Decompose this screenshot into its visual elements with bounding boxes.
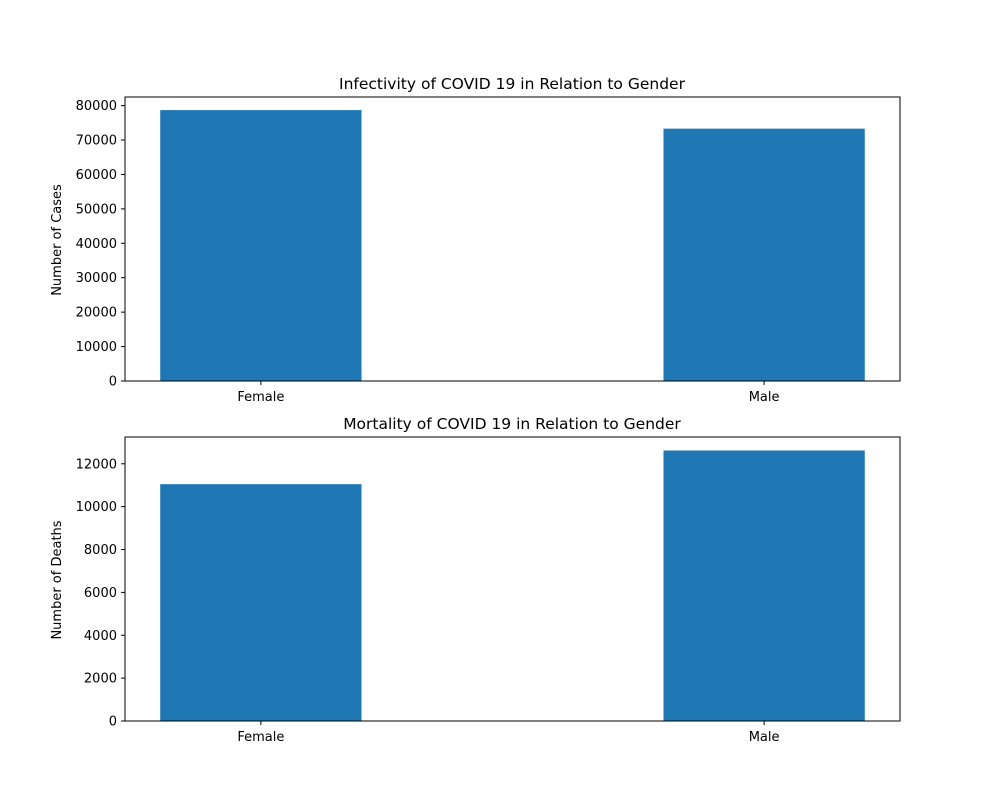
bar-female (160, 484, 362, 721)
bar-male (663, 450, 865, 721)
y-tick-label: 6000 (84, 586, 117, 601)
axes-frame (124, 96, 901, 382)
infectivity-chart: Infectivity of COVID 19 in Relation to G… (50, 75, 901, 405)
y-tick-label: 60000 (76, 168, 117, 183)
y-axis-label: Number of Cases (50, 184, 65, 296)
x-tick-label: Female (237, 730, 284, 745)
y-axis-label: Number of Deaths (50, 520, 65, 639)
chart-title: Infectivity of COVID 19 in Relation to G… (339, 75, 686, 93)
bars-group (160, 450, 865, 721)
y-ticks-group: 0 2000 4000 6000 8000 10000 12000 (76, 457, 125, 730)
y-tick-label: 4000 (84, 629, 117, 644)
x-ticks-group: Female Male (237, 721, 780, 745)
x-tick-label: Female (237, 390, 284, 405)
y-tick-label: 2000 (84, 672, 117, 687)
y-tick-label: 20000 (76, 306, 117, 321)
bars-group (160, 110, 865, 382)
bar-male (663, 128, 865, 381)
y-tick-label: 40000 (76, 237, 117, 252)
y-tick-label: 10000 (76, 500, 117, 515)
axes-frame (124, 436, 901, 722)
y-ticks-group: 0 10000 20000 30000 40000 50000 60000 70000 8000… (76, 99, 125, 390)
y-tick-label: 8000 (84, 543, 117, 558)
x-tick-label: Male (749, 390, 780, 405)
y-tick-label: 0 (109, 715, 117, 730)
x-ticks-group: Female Male (237, 381, 780, 405)
y-tick-label: 30000 (76, 271, 117, 286)
y-tick-label: 0 (109, 375, 117, 390)
y-tick-label: 50000 (76, 202, 117, 217)
chart-title: Mortality of COVID 19 in Relation to Gen… (343, 415, 681, 433)
y-tick-label: 80000 (76, 99, 117, 114)
bar-female (160, 110, 362, 382)
y-tick-label: 10000 (76, 340, 117, 355)
y-tick-label: 70000 (76, 134, 117, 149)
mortality-chart: Mortality of COVID 19 in Relation to Gen… (50, 415, 901, 745)
x-tick-label: Male (749, 730, 780, 745)
y-tick-label: 12000 (76, 457, 117, 472)
